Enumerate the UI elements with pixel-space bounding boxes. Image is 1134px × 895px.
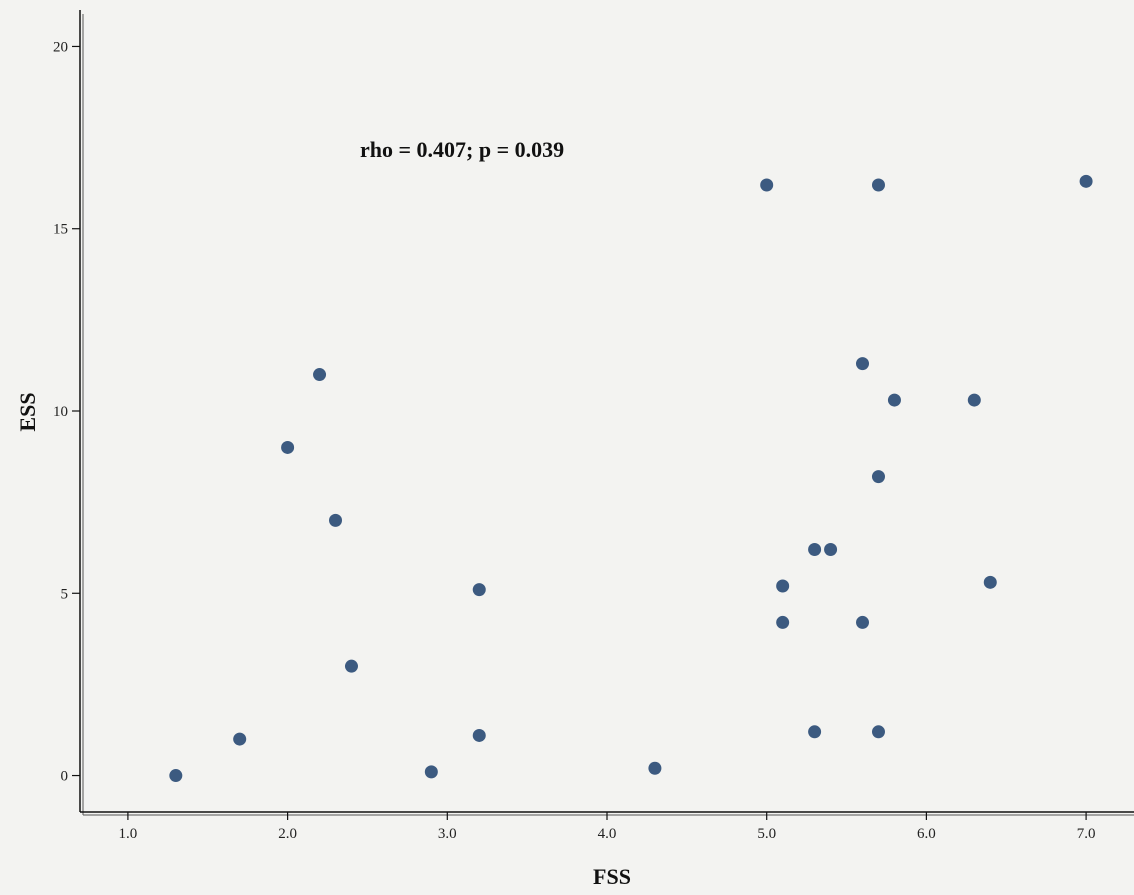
data-point — [983, 575, 997, 589]
data-point — [648, 761, 662, 775]
data-point — [776, 615, 790, 629]
y-tick-label: 20 — [53, 39, 68, 55]
data-point — [871, 470, 885, 484]
data-point — [281, 440, 295, 454]
x-axis-title: FSS — [593, 864, 631, 889]
correlation-annotation: rho = 0.407; p = 0.039 — [360, 137, 564, 162]
data-point — [760, 178, 774, 192]
data-point — [856, 615, 870, 629]
y-axis-title: ESS — [15, 392, 40, 431]
y-tick-label: 10 — [53, 404, 68, 420]
x-tick-label: 6.0 — [917, 826, 936, 842]
data-point — [808, 725, 822, 739]
y-tick-label: 15 — [53, 222, 68, 238]
data-point — [169, 769, 183, 783]
data-point — [871, 725, 885, 739]
data-point — [313, 368, 327, 382]
x-tick-label: 1.0 — [119, 826, 138, 842]
data-point — [472, 583, 486, 597]
x-ticks: 1.0 2.0 3.0 4.0 5.0 6.0 7.0 — [119, 812, 1096, 842]
x-tick-label: 3.0 — [438, 826, 457, 842]
data-point — [1079, 174, 1093, 188]
data-point — [329, 513, 343, 527]
data-point — [233, 732, 247, 746]
y-tick-label: 0 — [61, 769, 69, 785]
data-point — [871, 178, 885, 192]
data-point — [344, 659, 358, 673]
data-point — [967, 393, 981, 407]
x-tick-label: 5.0 — [757, 826, 776, 842]
y-ticks: 0 5 10 15 20 — [53, 39, 80, 785]
data-point — [824, 543, 838, 557]
data-points — [169, 174, 1093, 783]
x-tick-label: 7.0 — [1077, 826, 1096, 842]
data-point — [776, 579, 790, 593]
x-tick-label: 4.0 — [598, 826, 617, 842]
data-point — [808, 543, 822, 557]
data-point — [887, 393, 901, 407]
axes — [79, 10, 1134, 816]
x-tick-label: 2.0 — [278, 826, 297, 842]
data-point — [472, 728, 486, 742]
data-point — [424, 765, 438, 779]
y-tick-label: 5 — [61, 586, 69, 602]
data-point — [856, 357, 870, 371]
